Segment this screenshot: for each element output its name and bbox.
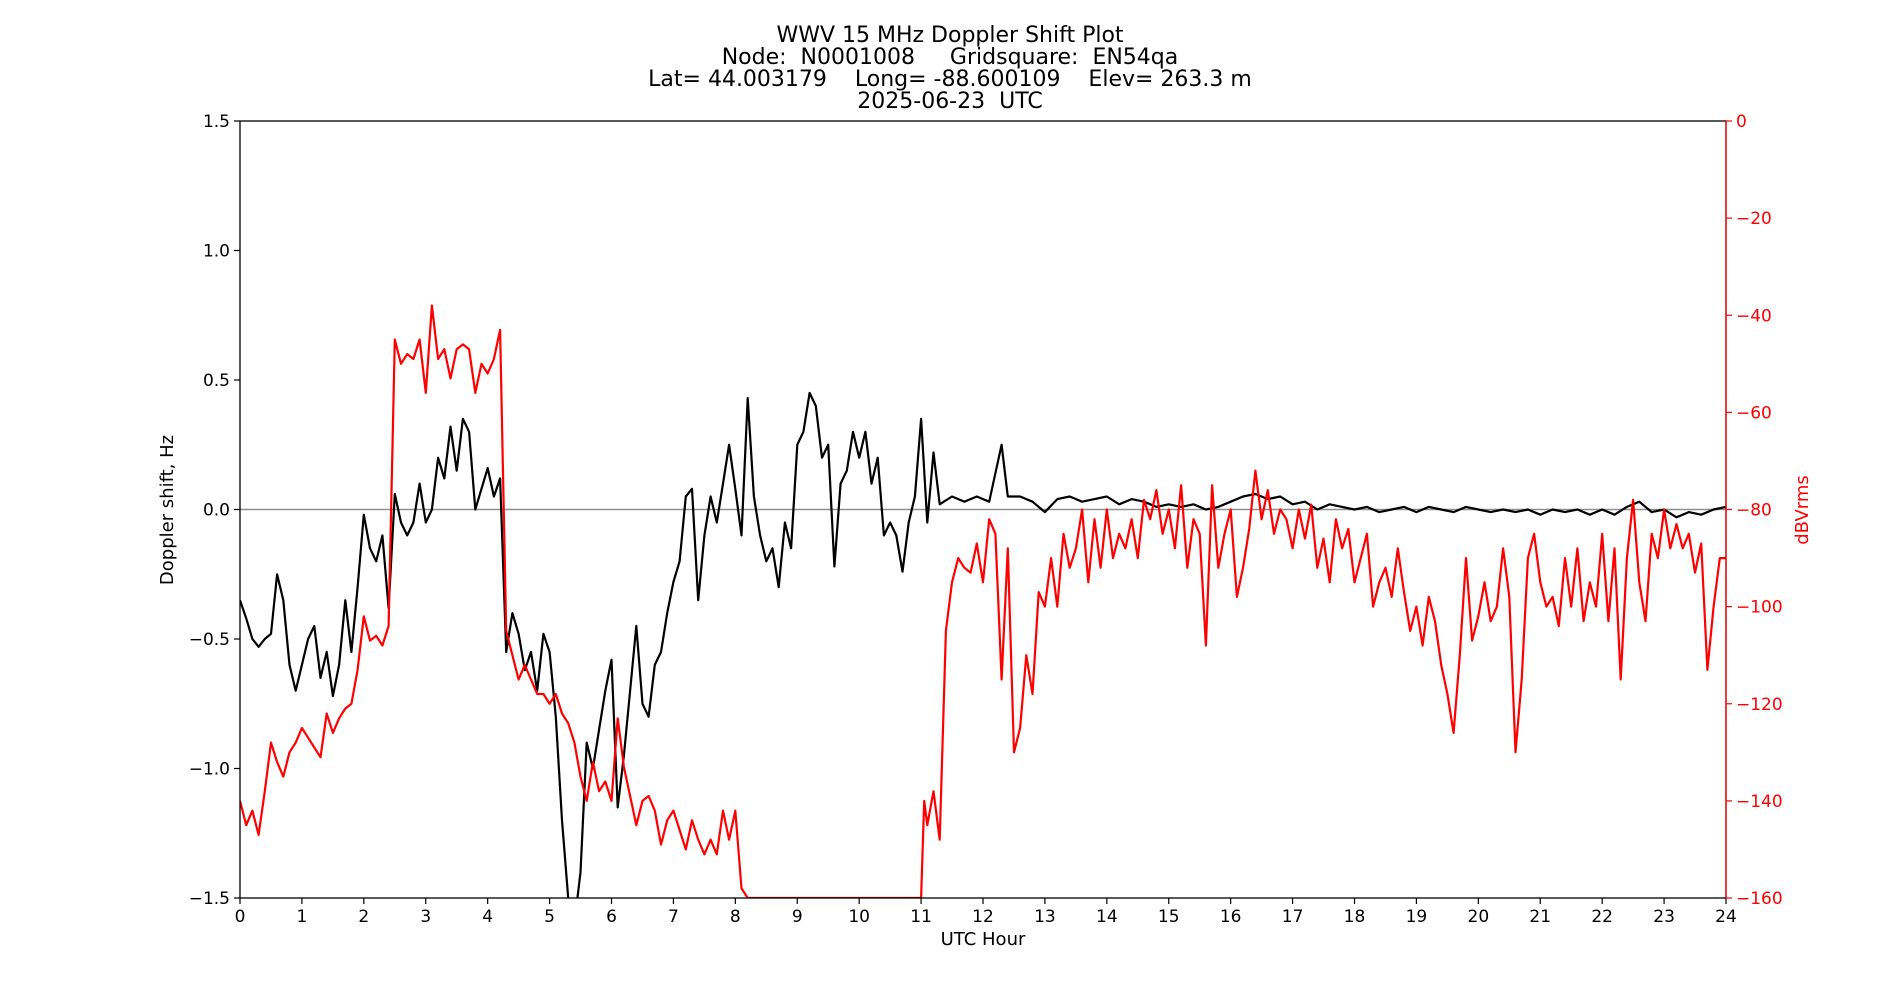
x-tick-label: 7 xyxy=(668,907,679,927)
doppler-shift-series-line xyxy=(240,391,1726,898)
y-axis-right-label: dBVrms xyxy=(1792,475,1813,545)
x-axis-label: UTC Hour xyxy=(941,929,1026,950)
x-tick-label: 1 xyxy=(297,907,308,927)
x-tick-label: 9 xyxy=(792,907,803,927)
x-tick-label: 3 xyxy=(420,907,431,927)
y-right-tick-label: −20 xyxy=(1736,209,1772,229)
x-tick-label: 17 xyxy=(1282,907,1304,927)
x-tick-label: 5 xyxy=(544,907,555,927)
x-tick-label: 13 xyxy=(1034,907,1056,927)
x-tick-label: 6 xyxy=(606,907,617,927)
x-tick-label: 10 xyxy=(848,907,870,927)
x-tick-label: 20 xyxy=(1468,907,1490,927)
x-tick-label: 0 xyxy=(235,907,246,927)
y-right-tick-label: −100 xyxy=(1736,598,1783,618)
x-tick-label: 23 xyxy=(1653,907,1675,927)
x-tick-label: 19 xyxy=(1406,907,1428,927)
y-left-tick-label: 0.5 xyxy=(203,371,230,391)
x-tick-label: 22 xyxy=(1591,907,1613,927)
x-tick-label: 16 xyxy=(1220,907,1242,927)
y-right-tick-label: −160 xyxy=(1736,889,1783,909)
y-left-tick-label: 1.5 xyxy=(203,112,230,132)
chart-title: WWV 15 MHz Doppler Shift Plot xyxy=(776,23,1124,48)
x-tick-label: 14 xyxy=(1096,907,1118,927)
y-right-tick-label: −140 xyxy=(1736,792,1783,812)
y-axis-left-label: Doppler shift, Hz xyxy=(157,435,178,585)
x-tick-label: 15 xyxy=(1158,907,1180,927)
chart-subtitle-location: Lat= 44.003179 Long= -88.600109 Elev= 26… xyxy=(648,67,1252,92)
y-right-tick-label: −80 xyxy=(1736,501,1772,521)
x-tick-label: 21 xyxy=(1529,907,1551,927)
y-left-tick-label: −1.5 xyxy=(189,889,230,909)
chart-subtitle-node: Node: N0001008 Gridsquare: EN54qa xyxy=(721,45,1179,70)
y-right-tick-label: −60 xyxy=(1736,403,1772,423)
x-tick-label: 8 xyxy=(730,907,741,927)
y-left-tick-label: −0.5 xyxy=(189,630,230,650)
y-right-tick-label: −120 xyxy=(1736,695,1783,715)
axes-layer: 0 1 2 3 4 5 6 7 8 9 10 11 12 13 14 15 16 17 18 19 20 21 22 23 24… xyxy=(189,112,1783,927)
series-layer xyxy=(240,304,1726,898)
y-left-tick-label: −1.0 xyxy=(189,760,230,780)
x-tick-label: 18 xyxy=(1344,907,1366,927)
x-tick-label: 12 xyxy=(972,907,994,927)
y-right-tick-label: 0 xyxy=(1736,112,1747,132)
y-left-tick-label: 1.0 xyxy=(203,242,230,262)
y-right-tick-label: −40 xyxy=(1736,306,1772,326)
chart-subtitle-date: 2025-06-23 UTC xyxy=(857,89,1043,114)
signal-level-series-line xyxy=(240,304,1726,898)
y-left-tick-label: 0.0 xyxy=(203,501,230,521)
x-tick-label: 4 xyxy=(482,907,493,927)
x-tick-label: 24 xyxy=(1715,907,1737,927)
x-tick-label: 11 xyxy=(910,907,932,927)
x-tick-label: 2 xyxy=(358,907,369,927)
